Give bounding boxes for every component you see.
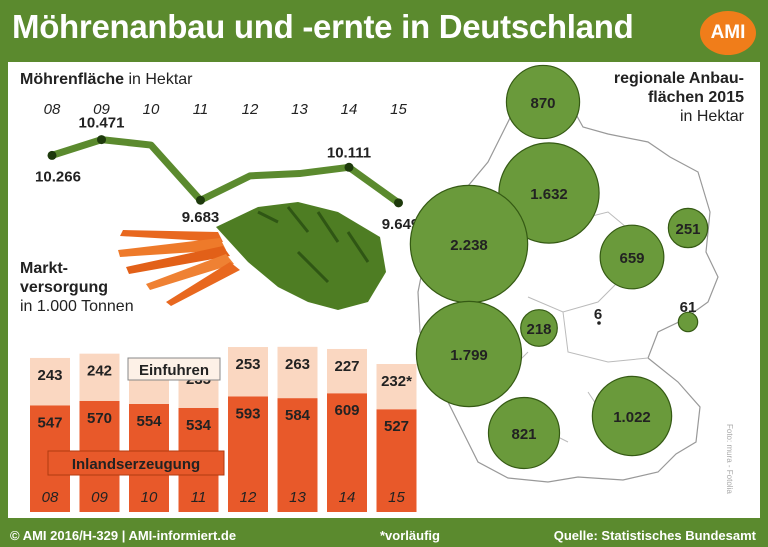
- region-value-label: 251: [675, 221, 700, 238]
- bar-value-import: 232*: [381, 373, 412, 390]
- bar-inlandserzeugung: [376, 409, 417, 512]
- line-x-tick-label: 09: [93, 101, 110, 118]
- region-value-label: 1.022: [613, 409, 651, 426]
- bar-x-tick-label: 10: [141, 489, 158, 506]
- line-chart-title-unit: in Hektar: [128, 71, 193, 88]
- bar-einfuhren: [79, 353, 120, 401]
- bar-x-tick-label: 15: [388, 489, 405, 506]
- carrot-bunch-illustration: [118, 202, 386, 310]
- line-point: [47, 150, 57, 160]
- region-value-label: 2.238: [450, 237, 488, 254]
- bar-value-inland: 547: [37, 414, 62, 431]
- line-point: [97, 135, 106, 145]
- region-value-label: 870: [530, 95, 555, 112]
- bar-chart-title-line1: Markt-: [20, 260, 69, 277]
- region-value-label: 218: [526, 321, 551, 338]
- region-bubble: [677, 311, 699, 333]
- bar-value-inland: 593: [235, 405, 260, 422]
- region-bubble: [591, 375, 673, 457]
- bar-value-inland: 609: [334, 402, 359, 419]
- bar-chart-unit: in 1.000 Tonnen: [20, 298, 134, 315]
- line-chart: 08 09 10 11 12 13 14 15 10.266 10.471 9.683 10.111 9…: [35, 101, 419, 233]
- bar-value-import: 243: [37, 367, 62, 384]
- region-value-label: 1.632: [530, 186, 568, 203]
- bar-x-tick-label: 11: [191, 489, 207, 506]
- line-value-label: 9.683: [182, 209, 220, 226]
- region-value-label: 659: [619, 250, 644, 267]
- map-title-unit: in Hektar: [679, 108, 744, 125]
- bar-chart-title-line2: versorgung: [20, 279, 109, 296]
- line-value-label: 9.649: [382, 216, 420, 233]
- bar-inlandserzeugung: [327, 393, 367, 512]
- line-point: [394, 198, 403, 208]
- region-bubble: [599, 224, 665, 290]
- line-chart-title: Möhrenfläche in Hektar: [20, 71, 193, 89]
- line-x-tick-label: 11: [193, 101, 209, 118]
- bar-value-import: 253: [235, 356, 260, 373]
- region-value-label: 821: [511, 426, 536, 443]
- line-value-label: 10.111: [327, 144, 371, 161]
- bar-einfuhren: [277, 346, 318, 399]
- region-bubble: [415, 300, 523, 408]
- line-x-tick-label: 10: [143, 101, 160, 118]
- bar-value-inland: 534: [186, 417, 212, 434]
- line-x-tick-label: 15: [390, 101, 407, 118]
- bar-inlandserzeugung: [277, 398, 318, 512]
- bar-einfuhren: [327, 348, 367, 394]
- region-bubble: [520, 309, 558, 347]
- bar-x-tick-label: 12: [240, 489, 257, 506]
- bar-einfuhren: [376, 363, 417, 410]
- bar-value-inland: 570: [87, 410, 112, 427]
- line-series: [50, 136, 401, 206]
- legend-inland: Inlandserzeugung: [72, 456, 200, 473]
- line-x-tick-label: 12: [242, 101, 259, 118]
- bar-einfuhren: [228, 347, 268, 397]
- legend-einfuhren: Einfuhren: [139, 362, 209, 379]
- page-title: Möhrenanbau und -ernte in Deutschland: [12, 8, 634, 45]
- line-x-tick-label: 13: [291, 101, 308, 118]
- bar-x-tick-label: 13: [289, 489, 306, 506]
- bar-value-import: 263: [285, 356, 310, 373]
- bar-value-inland: 527: [384, 418, 409, 435]
- bar-chart: 5472430857024209554236105342351159325312…: [30, 346, 417, 512]
- bar-x-tick-label: 08: [42, 489, 59, 506]
- bar-x-tick-label: 14: [339, 489, 356, 506]
- bar-value-inland: 554: [136, 413, 162, 430]
- bar-value-inland: 584: [285, 407, 311, 424]
- region-value-label: 6: [594, 306, 602, 323]
- bar-value-import: 227: [334, 358, 359, 375]
- legend-inland-box: [47, 450, 225, 476]
- map-title-line1: regionale Anbau-: [613, 70, 744, 87]
- photo-credit: Foto: mura - Fotolia: [725, 424, 734, 494]
- footer-note: *vorläufig: [380, 528, 440, 543]
- legend-einfuhren-box: [127, 357, 221, 381]
- bubble-map: 870 1.632 2.238 659 251 1.799 218 6 61 821 1.022: [409, 64, 709, 470]
- line-x-tick-label: 14: [341, 101, 358, 118]
- line-point: [196, 195, 205, 205]
- header: Möhrenanbau und -ernte in Deutschland AM…: [0, 0, 768, 62]
- line-point: [344, 162, 354, 172]
- line-x-tick-label: 08: [44, 101, 61, 118]
- region-bubble: [597, 321, 601, 325]
- footer-source: Quelle: Statistisches Bundesamt: [553, 528, 756, 543]
- region-bubble: [505, 64, 581, 140]
- region-value-label: 1.799: [450, 347, 488, 364]
- region-bubble: [667, 207, 709, 249]
- footer-copyright: © AMI 2016/H-329 | AMI-informiert.de: [10, 528, 237, 543]
- bar-x-tick-label: 09: [91, 489, 108, 506]
- line-value-label: 10.266: [35, 168, 81, 185]
- bar-value-import: 242: [87, 363, 112, 380]
- line-chart-title-main: Möhrenfläche: [20, 71, 125, 88]
- region-bubble: [487, 396, 561, 470]
- ami-logo: AMI: [700, 11, 756, 55]
- line-value-label: 10.471: [79, 115, 125, 132]
- bar-inlandserzeugung: [228, 396, 268, 512]
- chart-panel: 08 09 10 11 12 13 14 15 10.266 10.471 9.683 10.111 9…: [8, 62, 760, 518]
- footer: © AMI 2016/H-329 | AMI-informiert.de *vo…: [0, 522, 768, 547]
- region-value-label: 61: [680, 299, 697, 316]
- bar-einfuhren: [30, 357, 70, 406]
- map-title-line2: flächen 2015: [647, 89, 744, 106]
- chart-canvas: 08 09 10 11 12 13 14 15 10.266 10.471 9.683 10.111 9…: [30, 64, 719, 512]
